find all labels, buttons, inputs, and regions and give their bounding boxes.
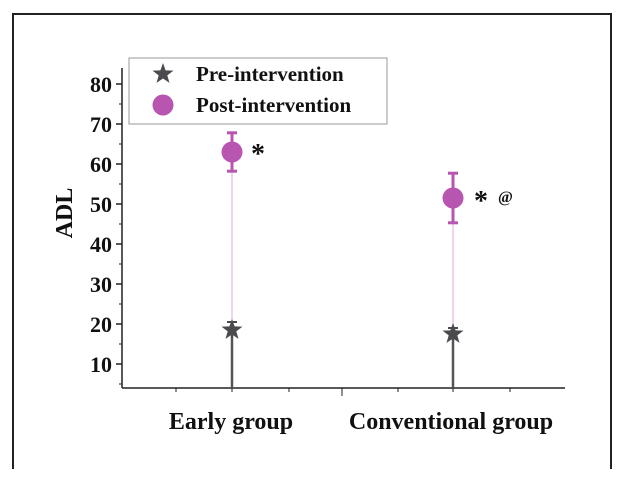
legend-marker-post bbox=[152, 94, 174, 116]
y-tick-label: 40 bbox=[90, 232, 112, 257]
legend: Pre-intervention Post-intervention bbox=[128, 57, 388, 125]
chart-marks bbox=[221, 131, 464, 388]
legend-label-post: Post-intervention bbox=[196, 93, 351, 117]
pre-intervention-point bbox=[442, 323, 464, 343]
y-ticks: 10 20 30 40 50 60 70 80 bbox=[90, 72, 511, 396]
legend-box bbox=[128, 57, 388, 125]
post-intervention-point bbox=[221, 141, 243, 163]
category-label-early: Early group bbox=[169, 409, 293, 435]
axes bbox=[121, 68, 565, 389]
legend-label-pre: Pre-intervention bbox=[196, 62, 344, 86]
y-axis-label: ADL bbox=[52, 188, 78, 239]
y-tick-label: 10 bbox=[90, 352, 112, 377]
significance-star-conventional: * bbox=[474, 186, 488, 217]
significance-star-early: * bbox=[251, 139, 265, 170]
y-tick-label: 70 bbox=[90, 112, 112, 137]
pre-intervention-point bbox=[221, 319, 243, 339]
y-tick-label: 50 bbox=[90, 192, 112, 217]
y-tick-label: 80 bbox=[90, 72, 112, 97]
y-tick-label: 30 bbox=[90, 272, 112, 297]
legend-marker-pre bbox=[152, 63, 174, 83]
post-intervention-point bbox=[442, 187, 464, 209]
y-tick-label: 60 bbox=[90, 152, 112, 177]
significance-at-conventional: @ bbox=[498, 189, 513, 206]
y-tick-label: 20 bbox=[90, 312, 112, 337]
category-label-conventional: Conventional group bbox=[349, 409, 553, 435]
figure-frame bbox=[12, 13, 612, 469]
